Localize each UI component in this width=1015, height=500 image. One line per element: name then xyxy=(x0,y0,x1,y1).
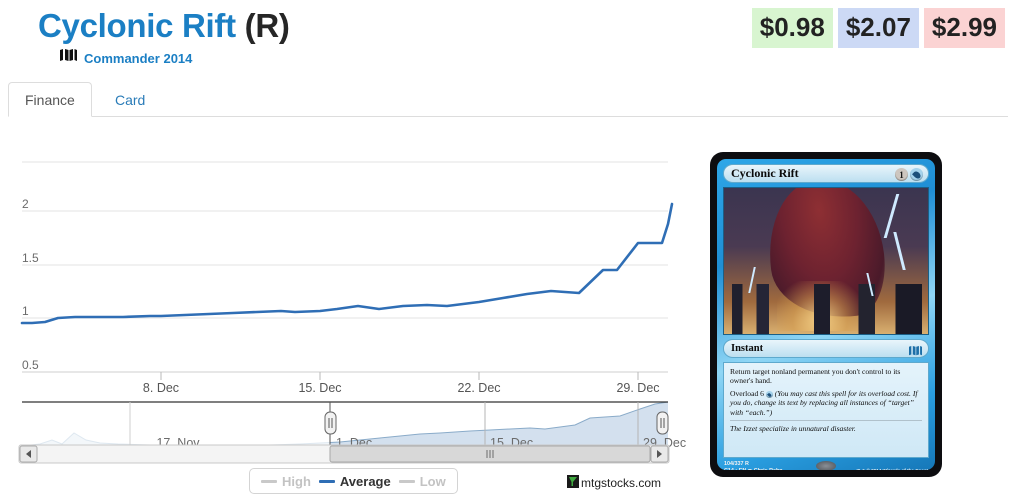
card-type-bar: Instant xyxy=(723,339,929,358)
card-image[interactable]: Cyclonic Rift 1 Instant xyxy=(710,152,942,477)
title-block: Cyclonic Rift (R) xyxy=(38,6,290,46)
legend-label-high: High xyxy=(282,473,311,489)
ytick-label-1: 1 xyxy=(22,304,29,318)
card-footer: 104/337 R C14 • EN ✒ Chris Rahn ™ & © 20… xyxy=(723,461,929,470)
card-rarity-text: (R) xyxy=(244,7,290,44)
card-name-bar: Cyclonic Rift 1 xyxy=(723,164,929,183)
card-image-name: Cyclonic Rift xyxy=(731,166,799,180)
card-overload-reminder: (You may cast this spell for its overloa… xyxy=(730,388,918,417)
card-text-box: Return target nonland permanent you don'… xyxy=(723,362,929,458)
price-badge-low[interactable]: $0.98 xyxy=(751,8,833,48)
price-badges: $0.98 $2.07 $2.99 xyxy=(751,8,1005,48)
card-copyright: ™ & © 2014 Wizards of the Coast xyxy=(856,468,928,470)
legend-label-low: Low xyxy=(419,473,446,489)
chart-canvas[interactable]: 2 1.5 1 0.5 8. Dec 15. Dec 22. Dec 29. D… xyxy=(0,130,690,470)
chart-watermark: mtgstocks.com xyxy=(567,475,661,491)
chart-yaxis-labels: 2 1.5 1 0.5 xyxy=(22,197,39,372)
card-name-text: Cyclonic Rift xyxy=(38,7,236,44)
grip-icon xyxy=(486,450,494,458)
mtgstocks-logo-icon xyxy=(567,475,579,491)
page-header: Cyclonic Rift (R) Commander 2014 $0.98 $… xyxy=(0,0,1015,78)
xtick-label-29dec: 29. Dec xyxy=(616,381,659,395)
xtick-label-22dec: 22. Dec xyxy=(457,381,500,395)
chart-xaxis-labels: 8. Dec 15. Dec 22. Dec 29. Dec xyxy=(143,381,660,395)
price-badge-high[interactable]: $2.99 xyxy=(923,8,1005,48)
generic-mana-icon: 1 xyxy=(895,168,908,181)
legend-item-high[interactable]: High xyxy=(261,474,311,489)
chart-legend: High Average Low xyxy=(249,468,458,494)
tab-card[interactable]: Card xyxy=(115,92,146,108)
card-rules-text-1: Return target nonland permanent you don'… xyxy=(730,367,901,386)
chart-series-average xyxy=(20,202,674,325)
card-set-symbol-icon xyxy=(909,343,922,361)
set-name-label: Commander 2014 xyxy=(84,50,193,66)
tab-bar-divider xyxy=(8,116,1008,117)
page-title: Cyclonic Rift (R) xyxy=(38,6,290,46)
tab-finance[interactable]: Finance xyxy=(8,82,92,117)
blue-mana-icon xyxy=(765,391,773,399)
legend-dash-low xyxy=(398,479,415,483)
card-overload-line: Overload 6 (You may cast this spell for … xyxy=(730,389,922,417)
legend-dash-high xyxy=(261,479,277,483)
card-set-code-lang: C14 • EN xyxy=(724,468,746,470)
card-artwork xyxy=(723,187,929,335)
card-flavor-text: The Izzet specialize in unnatural disast… xyxy=(730,420,922,433)
brush-icon: ✒ xyxy=(748,468,753,470)
navigator-handle-left xyxy=(324,411,337,435)
navigator-handle-right xyxy=(656,411,669,435)
watermark-text: mtgstocks.com xyxy=(581,476,662,490)
legend-label-average: Average xyxy=(339,473,391,489)
ytick-label-0p5: 0.5 xyxy=(22,358,39,372)
scrollbar-left-button xyxy=(19,445,38,463)
ytick-label-1p5: 1.5 xyxy=(22,251,39,265)
chart-scrollbar[interactable] xyxy=(0,443,690,465)
card-artist: Chris Rahn xyxy=(754,468,783,470)
legend-item-low[interactable]: Low xyxy=(398,473,446,489)
set-link[interactable]: Commander 2014 xyxy=(60,49,192,67)
scrollbar-thumb xyxy=(329,445,651,463)
ytick-label-2: 2 xyxy=(22,197,29,211)
legend-dash-average xyxy=(318,479,335,483)
card-mana-cost: 1 xyxy=(895,168,923,181)
triangle-left-icon xyxy=(26,450,31,458)
xtick-label-8dec: 8. Dec xyxy=(143,381,179,395)
holofoil-stamp-icon xyxy=(816,461,836,470)
triangle-right-icon xyxy=(657,450,662,458)
card-collector-number: 104/337 R xyxy=(724,461,749,467)
card-set-lang-artist: C14 • EN ✒ Chris Rahn xyxy=(724,468,783,470)
lightning-bolt-icon xyxy=(884,193,900,238)
price-history-chart[interactable]: 2 1.5 1 0.5 8. Dec 15. Dec 22. Dec 29. D… xyxy=(0,130,690,500)
price-badge-average[interactable]: $2.07 xyxy=(837,8,919,48)
lightning-bolt-icon xyxy=(893,231,907,270)
legend-item-average[interactable]: Average xyxy=(318,473,391,489)
card-frame: Cyclonic Rift 1 Instant xyxy=(717,159,935,470)
card-collector-info: 104/337 R C14 • EN ✒ Chris Rahn xyxy=(724,461,783,470)
blue-mana-icon xyxy=(910,168,923,181)
chart-xaxis-ticks xyxy=(160,372,639,380)
xtick-label-15dec: 15. Dec xyxy=(298,381,341,395)
chart-gridlines xyxy=(22,161,668,373)
card-overload-label: Overload 6 xyxy=(730,388,764,398)
card-type-line: Instant xyxy=(731,343,764,354)
tab-bar: Finance Card xyxy=(8,81,1008,117)
commander-set-symbol-icon xyxy=(60,49,77,67)
city-silhouette-art-element xyxy=(724,284,928,334)
scrollbar-right-button xyxy=(650,445,669,463)
